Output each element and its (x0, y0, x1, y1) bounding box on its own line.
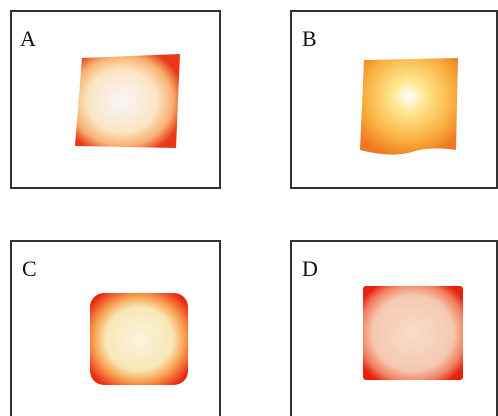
panel-label: A (20, 26, 36, 51)
panel-label: C (22, 256, 37, 281)
panel-a: A (11, 11, 220, 188)
sample-square (363, 286, 463, 380)
sample-square (75, 54, 180, 148)
panel-label: D (302, 256, 318, 281)
sample-square (360, 58, 458, 155)
figure: A B C D (0, 0, 498, 416)
panel-d: D (291, 241, 497, 416)
sample-square (90, 293, 188, 385)
panel-b: B (291, 11, 497, 188)
panel-label: B (302, 26, 317, 51)
panel-c: C (11, 241, 220, 416)
